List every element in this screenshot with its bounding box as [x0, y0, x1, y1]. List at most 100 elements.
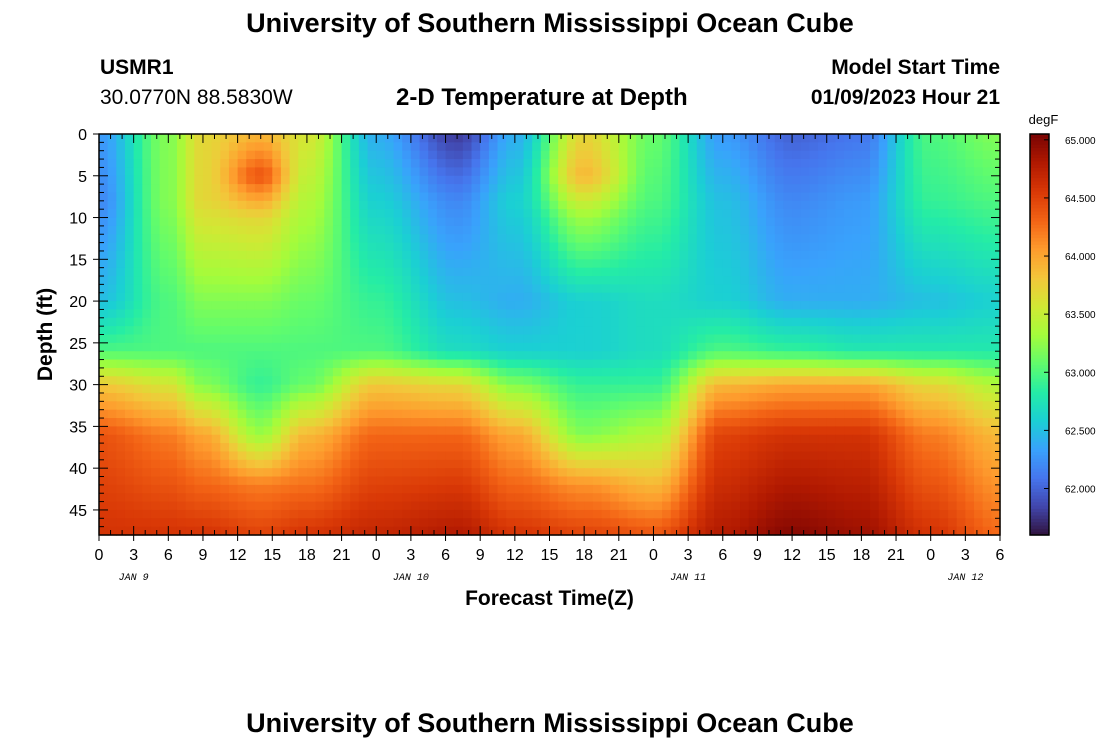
heatmap-cell [514, 526, 525, 536]
heatmap-cell [324, 134, 334, 143]
heatmap-cell [835, 217, 845, 227]
heatmap-cell [748, 175, 759, 185]
heatmap-cell [991, 234, 1001, 244]
heatmap-cell [826, 459, 836, 469]
heatmap-cell [350, 418, 360, 427]
heatmap-cell [904, 326, 914, 336]
heatmap-cell [896, 418, 906, 427]
heatmap-cell [991, 242, 1001, 252]
heatmap-cell [939, 476, 949, 486]
heatmap-cell [922, 134, 932, 143]
heatmap-cell [618, 134, 629, 143]
heatmap-cell [982, 459, 992, 469]
heatmap-cell [722, 134, 733, 143]
heatmap-cell [497, 301, 507, 311]
heatmap-cell [549, 376, 559, 386]
heatmap-cell [558, 434, 568, 444]
heatmap-cell [332, 134, 343, 143]
heatmap-cell [107, 284, 117, 294]
heatmap-cell [852, 134, 862, 143]
heatmap-cell [696, 451, 707, 461]
heatmap-cell [653, 451, 663, 461]
heatmap-cell [480, 476, 490, 486]
heatmap-cell [471, 509, 481, 519]
heatmap-cell [748, 209, 759, 219]
heatmap-cell [870, 259, 880, 269]
heatmap-cell [289, 267, 299, 277]
heatmap-cell [341, 326, 351, 336]
heatmap-cell [410, 409, 421, 419]
heatmap-cell [575, 459, 585, 469]
heatmap-cell [757, 234, 767, 244]
heatmap-cell [315, 409, 325, 419]
heatmap-cell [731, 317, 741, 327]
heatmap-cell [575, 234, 585, 244]
heatmap-cell [358, 217, 369, 227]
heatmap-cell [610, 225, 620, 235]
heatmap-cell [748, 301, 759, 311]
heatmap-cell [246, 443, 256, 453]
heatmap-cell [913, 175, 923, 185]
heatmap-cell [497, 292, 507, 302]
heatmap-cell [618, 142, 629, 152]
heatmap-cell [159, 217, 169, 227]
heatmap-cell [965, 509, 975, 519]
heatmap-cell [272, 175, 282, 185]
heatmap-cell [610, 150, 620, 160]
heatmap-cell [757, 384, 767, 394]
heatmap-cell [679, 501, 689, 511]
heatmap-cell [384, 384, 395, 394]
heatmap-cell [462, 242, 473, 252]
heatmap-cell [532, 167, 542, 177]
heatmap-cell [142, 317, 152, 327]
heatmap-cell [818, 234, 828, 244]
heatmap-cell [991, 376, 1001, 386]
heatmap-cell [428, 418, 438, 427]
heatmap-cell [428, 250, 438, 260]
heatmap-cell [887, 392, 897, 402]
heatmap-cell [428, 351, 438, 361]
heatmap-cell [731, 443, 741, 453]
heatmap-cell [523, 259, 533, 269]
heatmap-cell [722, 443, 733, 453]
heatmap-cell [956, 184, 966, 194]
heatmap-cell [740, 468, 750, 478]
heatmap-cell [133, 142, 143, 152]
heatmap-cell [956, 434, 966, 444]
heatmap-cell [896, 326, 906, 336]
heatmap-cell [627, 476, 637, 486]
heatmap-cell [228, 476, 239, 486]
heatmap-cell [480, 242, 490, 252]
heatmap-cell [688, 234, 698, 244]
heatmap-cell [965, 284, 975, 294]
heatmap-cell [939, 175, 949, 185]
heatmap-cell [948, 376, 958, 386]
heatmap-cell [852, 200, 862, 210]
heatmap-cell [254, 175, 265, 185]
heatmap-cell [393, 367, 403, 377]
heatmap-cell [549, 209, 559, 219]
heatmap-cell [852, 142, 862, 152]
heatmap-cell [991, 250, 1001, 260]
heatmap-cell [913, 493, 923, 503]
heatmap-cell [714, 451, 724, 461]
heatmap-cell [298, 217, 308, 227]
heatmap-cell [766, 292, 776, 302]
heatmap-cell [410, 351, 421, 361]
heatmap-cell [774, 451, 785, 461]
heatmap-cell [861, 342, 871, 352]
heatmap-cell [714, 443, 724, 453]
heatmap-cell [254, 276, 265, 285]
heatmap-cell [445, 401, 455, 411]
heatmap-cell [809, 409, 819, 419]
heatmap-cell [237, 134, 247, 143]
heatmap-cell [99, 518, 109, 528]
heatmap-cell [748, 367, 759, 377]
heatmap-cell [428, 209, 438, 219]
heatmap-cell [540, 351, 551, 361]
heatmap-cell [133, 367, 143, 377]
heatmap-cell [367, 242, 377, 252]
heatmap-cell [298, 234, 308, 244]
heatmap-cell [974, 250, 984, 260]
heatmap-cell [809, 259, 819, 269]
